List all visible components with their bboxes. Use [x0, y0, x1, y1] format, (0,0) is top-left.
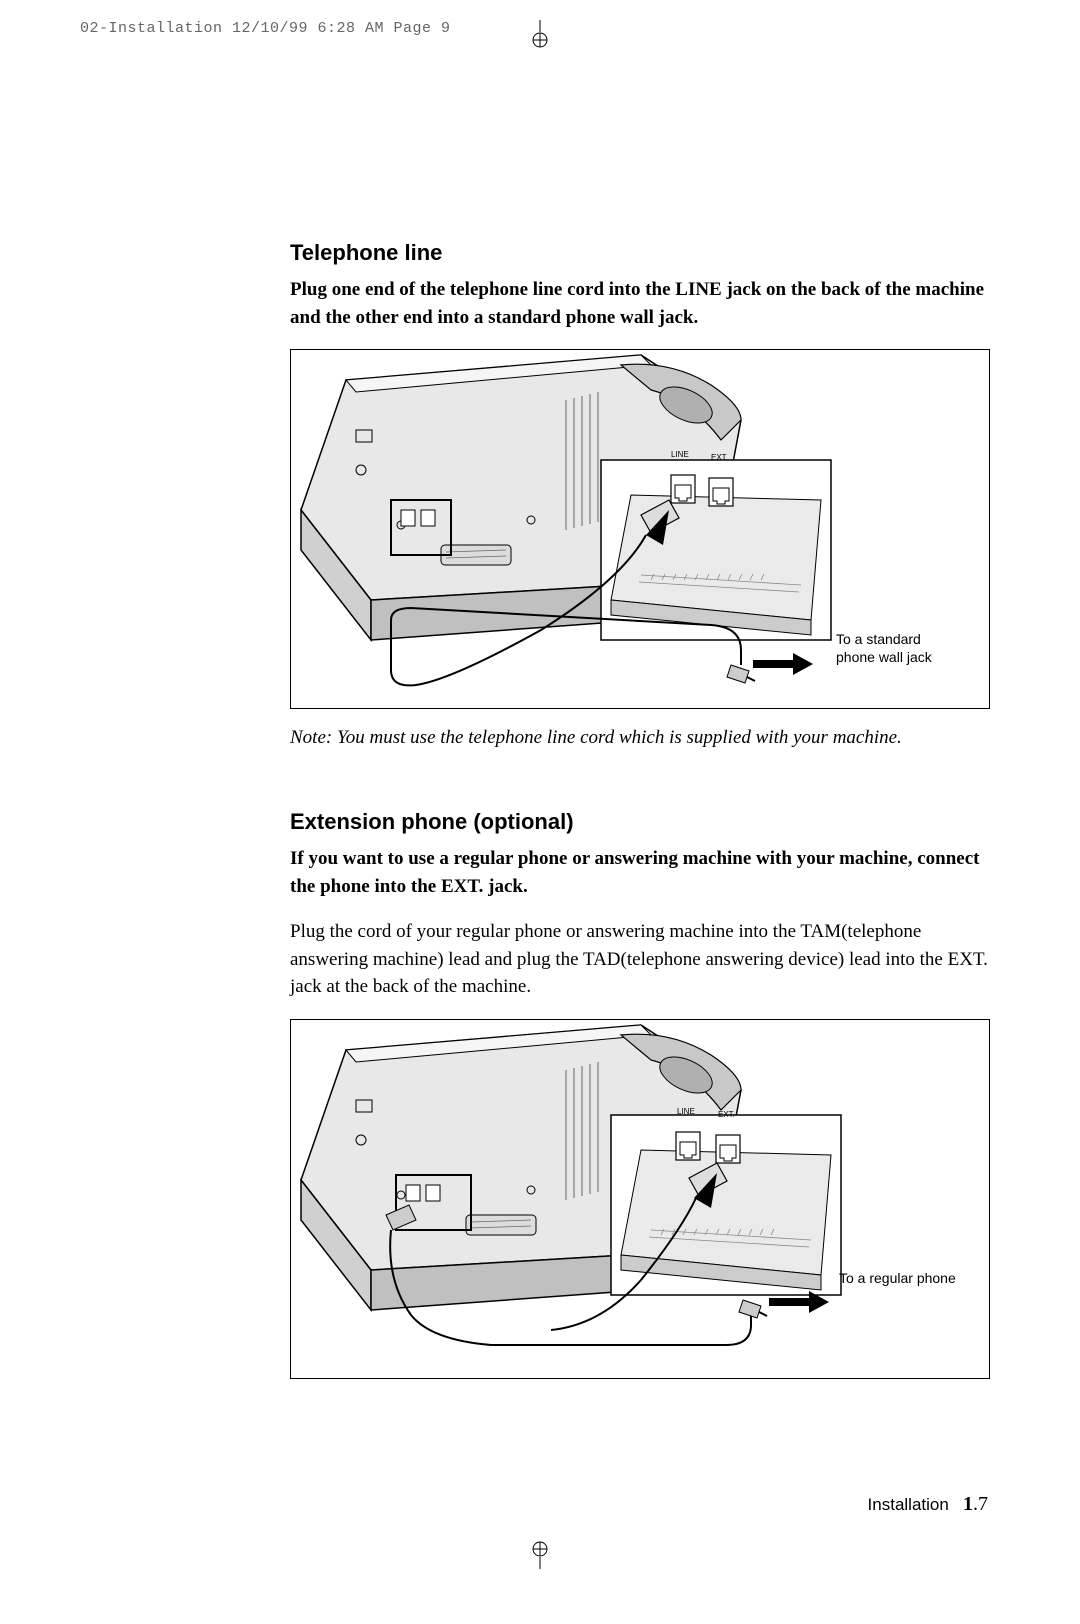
- figure-telephone-line: To a standard phone wall jack LINE EXT.: [290, 349, 990, 709]
- figure2-jack-ext: EXT.: [718, 1110, 735, 1120]
- figure1-jack-line: LINE: [671, 450, 689, 460]
- note-telephone-cord: Note: You must use the telephone line co…: [290, 727, 990, 749]
- para-telephone-instructions: Plug one end of the telephone line cord …: [290, 276, 990, 331]
- footer-section-name: Installation: [868, 1495, 949, 1514]
- para-extension-normal: Plug the cord of your regular phone or a…: [290, 918, 990, 1001]
- page-content: Telephone line Plug one end of the telep…: [290, 240, 990, 1379]
- figure1-label-line2: phone wall jack: [836, 648, 932, 666]
- section-extension-phone: Extension phone (optional) If you want t…: [290, 809, 990, 1379]
- footer-chapter-number: 1: [963, 1493, 973, 1515]
- print-header: 02-Installation 12/10/99 6:28 AM Page 9: [80, 20, 451, 37]
- crop-mark-bottom: [525, 1539, 555, 1574]
- section-telephone-line: Telephone line Plug one end of the telep…: [290, 240, 990, 749]
- heading-telephone-line: Telephone line: [290, 240, 990, 266]
- page-footer: Installation 1.7: [868, 1493, 988, 1516]
- heading-extension-phone: Extension phone (optional): [290, 809, 990, 835]
- para-extension-bold: If you want to use a regular phone or an…: [290, 845, 990, 900]
- crop-mark-top: [525, 20, 555, 55]
- figure1-jack-ext: EXT.: [711, 453, 728, 463]
- figure2-jack-line: LINE: [677, 1107, 695, 1117]
- footer-page-number: .7: [973, 1493, 988, 1515]
- figure-extension-phone: To a regular phone LINE EXT.: [290, 1019, 990, 1379]
- figure1-label-line1: To a standard: [836, 630, 921, 648]
- figure2-label: To a regular phone: [839, 1269, 956, 1287]
